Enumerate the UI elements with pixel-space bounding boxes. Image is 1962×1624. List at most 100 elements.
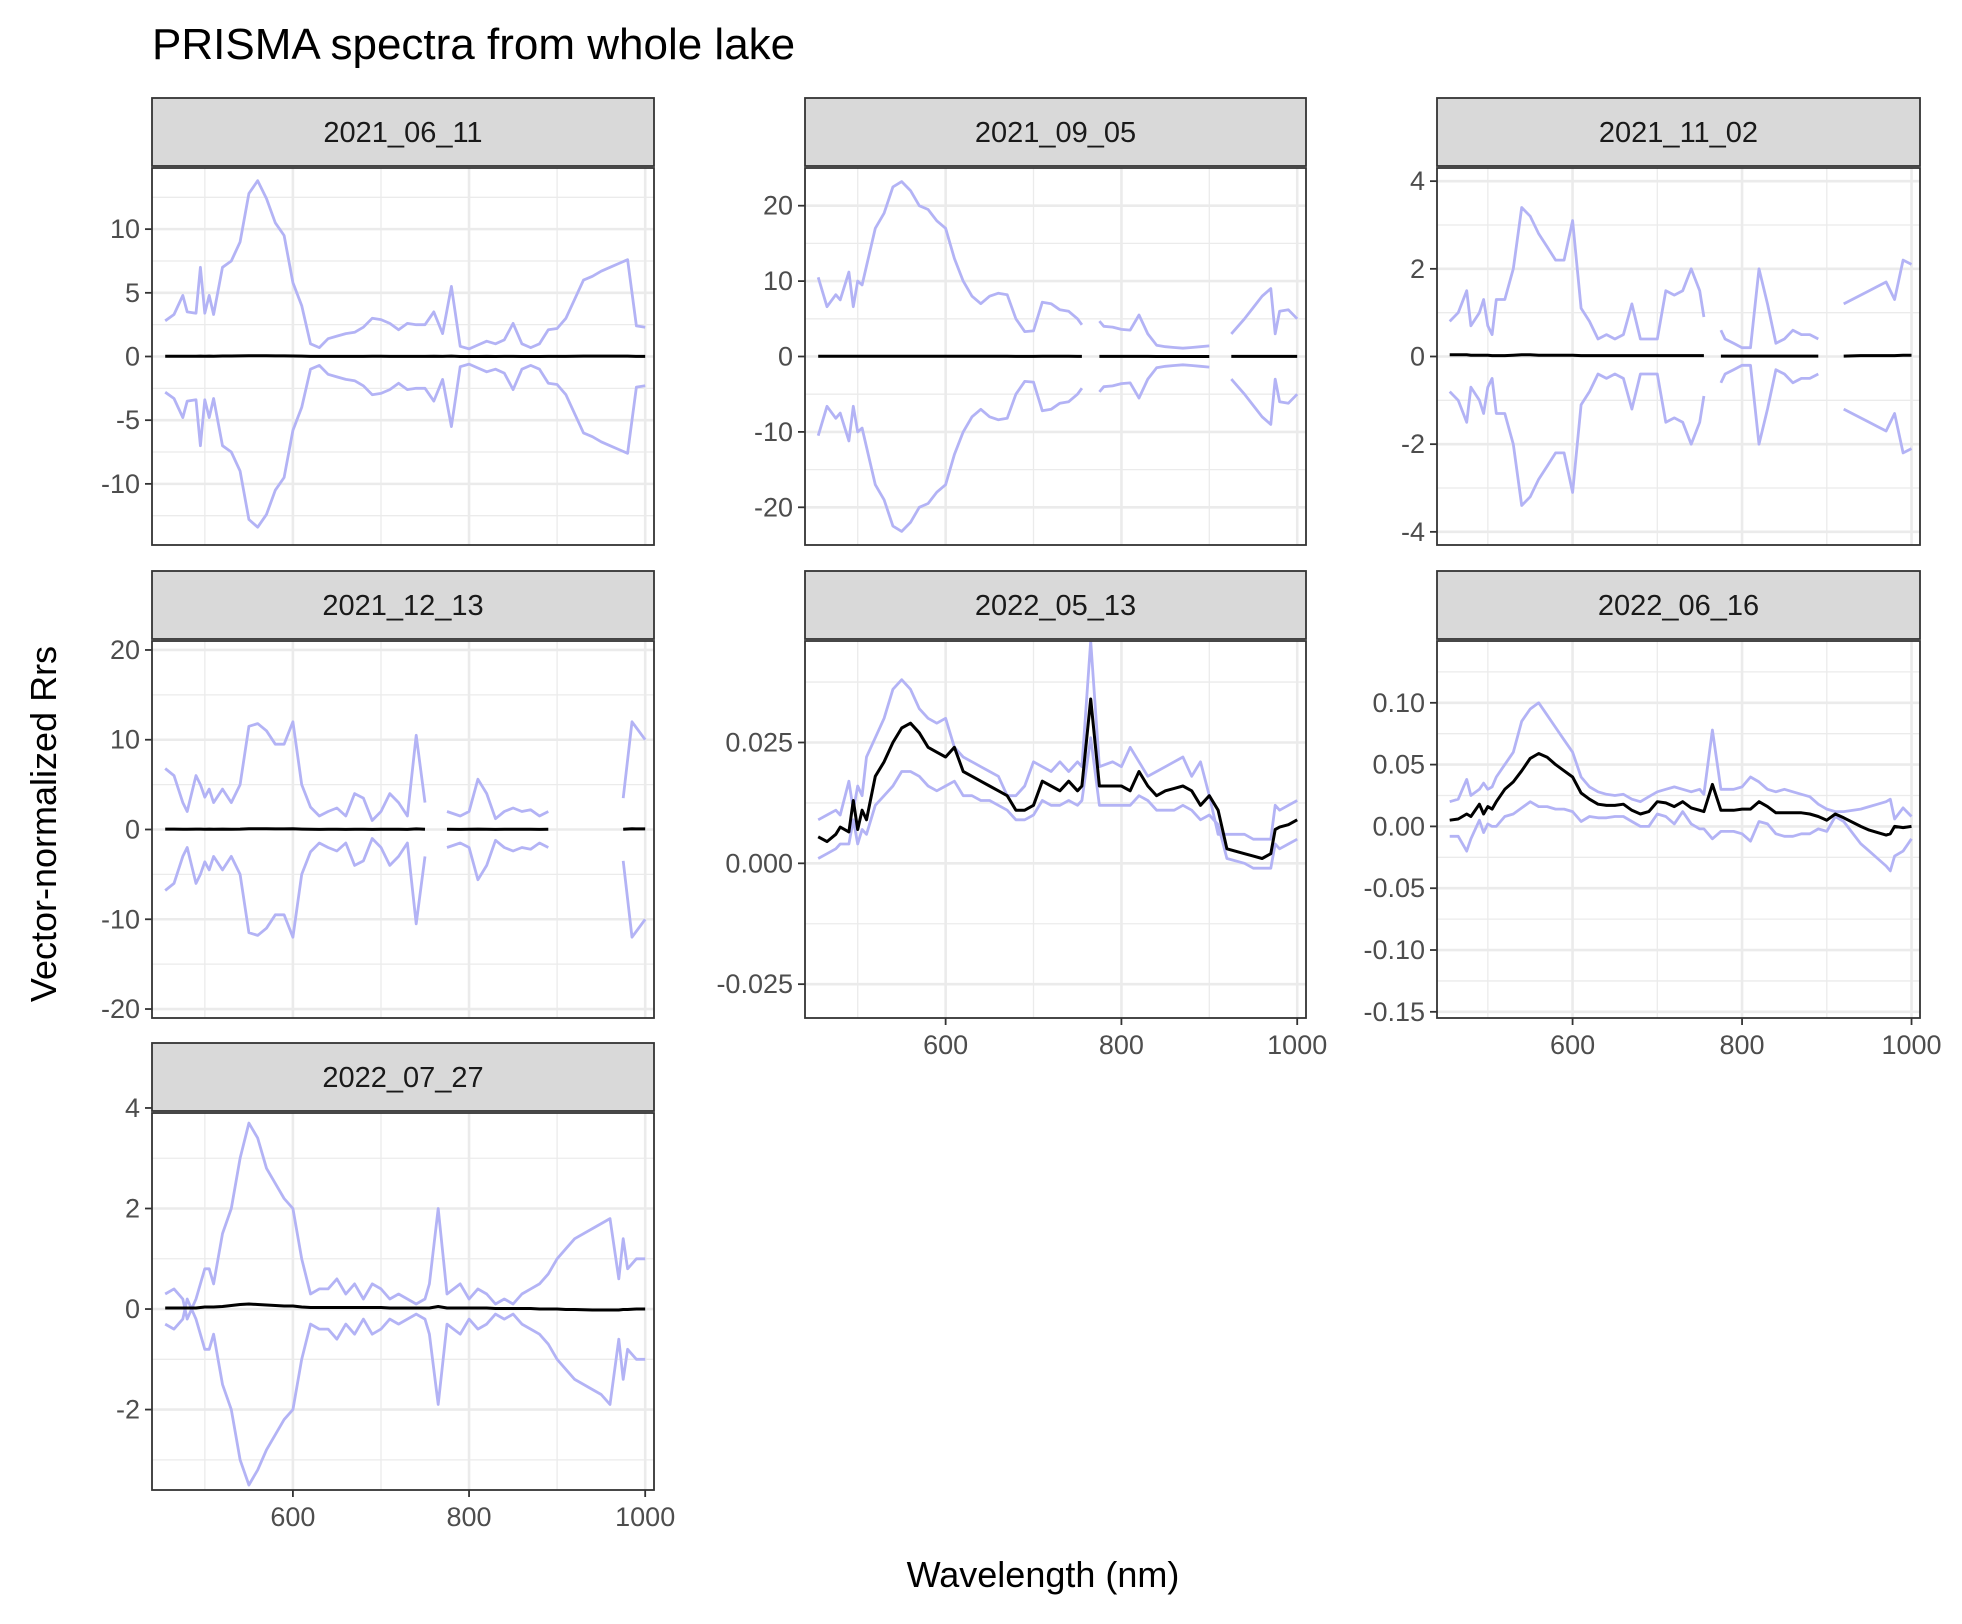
facet-strip [151,570,655,640]
series-line-mean [1449,752,1912,837]
facet-strip [804,97,1307,167]
panel-series [816,180,1299,533]
series-line-lower [817,736,1298,870]
series-line-lower [164,837,647,939]
series-line-upper [817,641,1298,841]
facet-strip [804,570,1307,640]
y-tick-label: 2 [125,1194,140,1224]
x-tick-label: 1000 [1881,1030,1941,1060]
facet-panel-2: 2021_11_02 -4 -2 0 2 4 [1401,97,1921,547]
panel-series [164,1121,646,1487]
y-tick-label: 5 [125,278,140,308]
panel-series [164,720,647,939]
x-tick-label: 800 [447,1502,492,1532]
series-line-lower [816,363,1299,533]
y-tick-label: -0.05 [1363,873,1425,903]
series-line-mean [165,354,646,358]
series-line-mean [165,827,646,831]
y-axis: -4 -2 0 2 4 [1401,166,1437,547]
y-tick-label: 0 [778,342,793,372]
y-tick-label: 0 [125,1294,140,1324]
series-line-lower [164,362,646,529]
panel-series [817,641,1298,870]
y-tick-label: 0.10 [1372,688,1425,718]
panel-series [164,179,646,529]
y-tick-label: -0.10 [1363,935,1425,965]
facet-strip-label: 2022_07_27 [322,1062,483,1094]
y-tick-label: 0 [125,342,140,372]
panels: 2021_06_11-10-505102021_09_05-20-1001020… [101,97,1942,1532]
y-tick-label: 10 [110,214,140,244]
y-tick-label: 2 [1410,254,1425,284]
series-line-upper [816,180,1299,350]
facet-strip-label: 2021_11_02 [1599,117,1758,149]
facet-panel-0: 2021_06_11 -10 -5 0 5 10 [101,97,655,546]
y-tick-label: -2 [1401,429,1425,459]
y-axis: -0.15 -0.10 -0.05 0.00 0.05 0.10 [1363,688,1437,1027]
x-axis: 600 800 1000 [923,1018,1327,1060]
panel-border [804,640,1307,1019]
series-line-lower [1448,363,1913,507]
facet-panel-6: 2022_07_27 -2 0 2 4 600 800 1000 [116,1042,675,1532]
series-line-lower [164,1297,646,1487]
facet-panel-5: 2022_06_16 -0.15 -0.10 -0.05 0.00 0.05 0.10 600… [1363,570,1942,1060]
panel-grid [1437,168,1920,545]
y-tick-label: -5 [116,405,140,435]
facet-strip [151,97,655,167]
y-tick-label: -0.025 [716,969,793,999]
facet-strip-label: 2021_09_05 [975,117,1136,149]
y-tick-label: -10 [101,469,140,499]
panel-background [805,641,1306,1018]
y-tick-label: -20 [754,492,793,522]
panel-grid [805,168,1306,545]
y-tick-label: 0.025 [725,728,793,758]
facet-strip [1436,97,1921,167]
y-tick-label: -20 [101,994,140,1024]
y-tick-label: 20 [763,191,793,221]
series-line-upper [1449,701,1913,821]
panel-border [1436,640,1921,1019]
facet-panel-3: 2021_12_13 -20 -10 0 10 20 [101,570,655,1024]
y-tick-label: -2 [116,1395,140,1425]
x-axis-title: Wavelength (nm) [907,1554,1180,1595]
series-line-mean [1449,353,1912,358]
y-tick-label: 4 [1410,166,1425,196]
facet-strip [1436,570,1921,640]
y-tick-label: -10 [754,417,793,447]
facet-panel-1: 2021_09_05 -20 -10 0 10 20 [754,97,1307,546]
facet-strip-label: 2021_06_11 [323,117,482,149]
y-axis: -10 -5 0 5 10 [101,214,152,499]
series-line-lower [1449,800,1913,873]
y-axis-title: Vector-normalized Rrs [23,646,64,1002]
panel-background [1437,641,1920,1018]
series-line-upper [164,179,646,351]
x-tick-label: 800 [1099,1030,1144,1060]
y-axis: -2 0 2 4 [116,1093,152,1425]
y-tick-label: 0 [1410,342,1425,372]
chart-title: PRISMA spectra from whole lake [152,20,795,69]
x-tick-label: 600 [1550,1030,1595,1060]
panel-grid [1437,641,1920,1018]
x-tick-label: 600 [923,1030,968,1060]
y-tick-label: 10 [110,725,140,755]
x-tick-label: 800 [1720,1030,1765,1060]
panel-series [1448,206,1913,507]
facet-strip-label: 2022_06_16 [1598,590,1759,622]
y-tick-label: 0.000 [725,848,793,878]
series-line-mean [165,1302,646,1312]
y-tick-label: 0.05 [1372,750,1425,780]
facet-strip-label: 2022_05_13 [975,590,1136,622]
y-tick-label: 0 [125,815,140,845]
y-axis: -20 -10 0 10 20 [101,635,152,1024]
y-axis: -0.025 0.000 0.025 [716,728,805,999]
x-tick-label: 1000 [1267,1030,1327,1060]
series-line-upper [164,1121,646,1321]
y-tick-label: 20 [110,635,140,665]
x-axis: 600 800 1000 [270,1490,675,1532]
facet-panel-4: 2022_05_13 -0.025 0.000 0.025 600 800 1000 [716,570,1327,1060]
y-tick-label: -10 [101,904,140,934]
y-tick-label: 4 [125,1093,140,1123]
series-line-upper [164,720,647,822]
panel-background [152,1113,654,1490]
